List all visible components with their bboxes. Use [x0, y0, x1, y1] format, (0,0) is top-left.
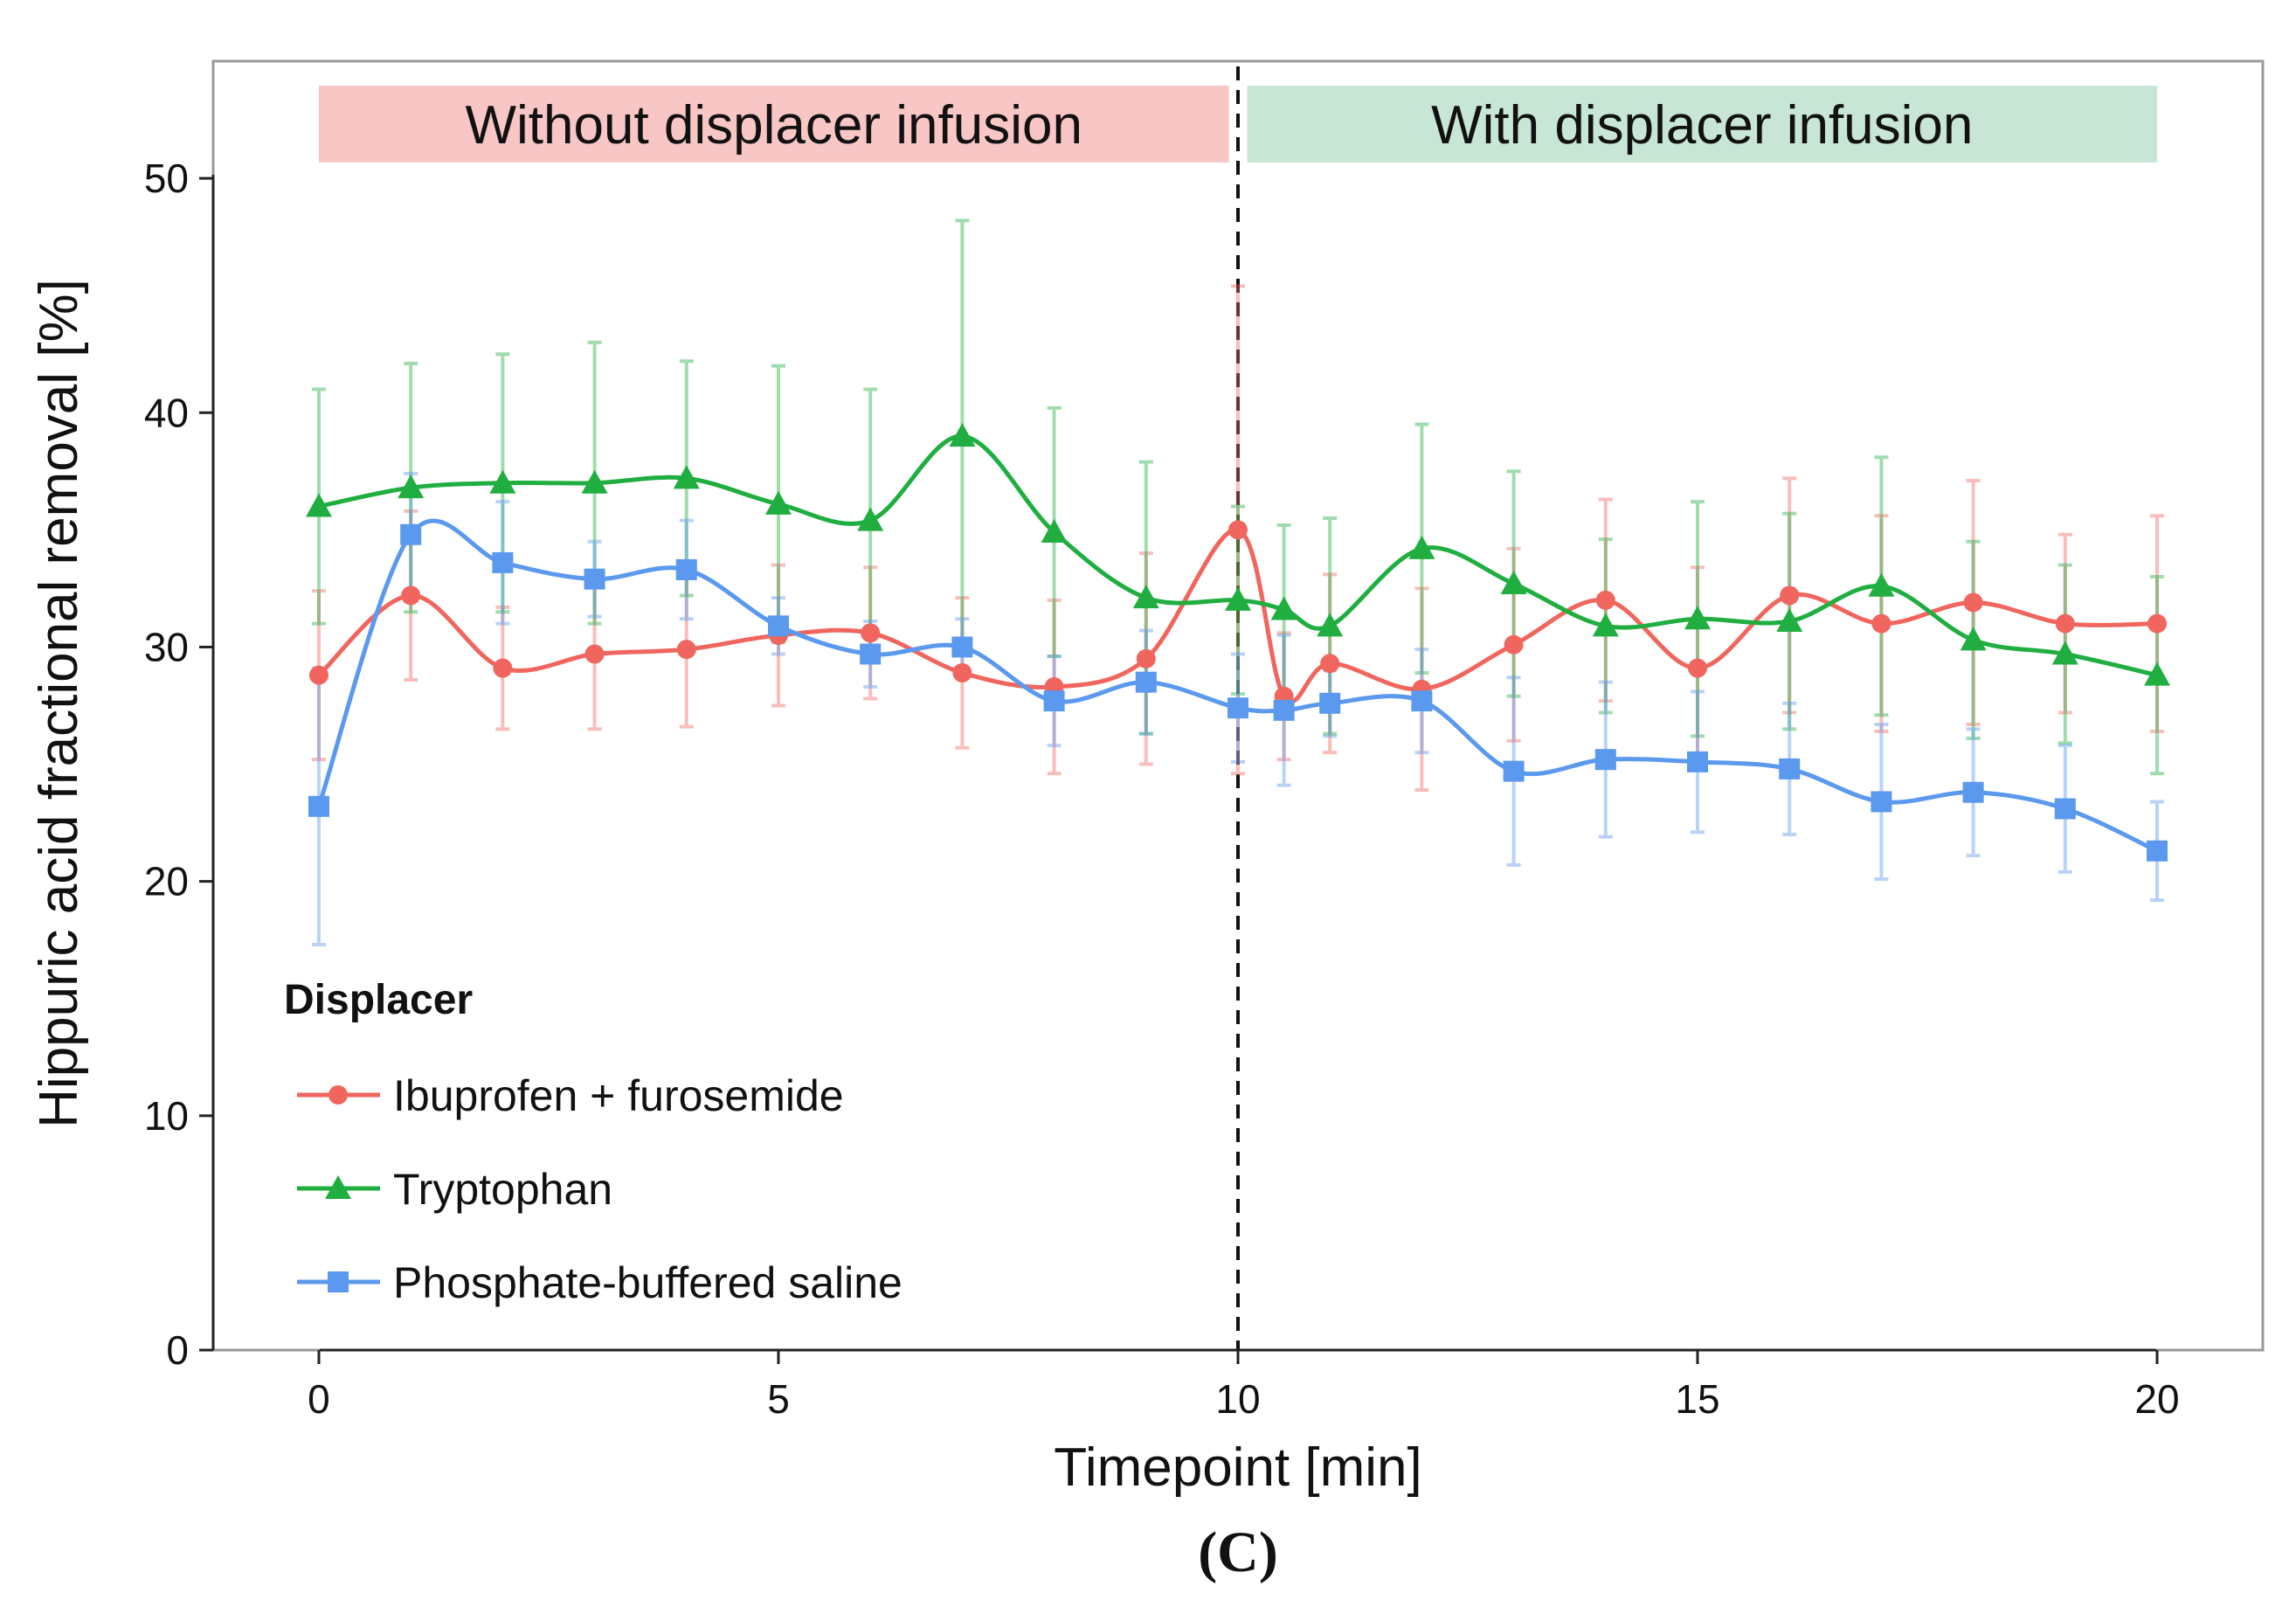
band-label-1: With displacer infusion — [1431, 95, 1973, 156]
x-tick-label: 20 — [2134, 1376, 2179, 1422]
data-point-phosphate-buffered-saline — [492, 551, 514, 573]
data-point-phosphate-buffered-saline — [400, 523, 422, 545]
y-tick-label: 30 — [144, 624, 189, 669]
data-point-tryptophan — [1868, 572, 1895, 597]
data-point-tryptophan — [949, 423, 976, 447]
data-point-phosphate-buffered-saline — [767, 615, 789, 637]
legend-marker-phosphate-buffered-saline — [328, 1271, 349, 1292]
series-line-tryptophan — [318, 433, 2158, 678]
legend-marker-ibuprofen-furosemide — [328, 1085, 348, 1105]
data-point-phosphate-buffered-saline — [1043, 690, 1065, 712]
data-point-ibuprofen-furosemide — [401, 585, 421, 606]
data-point-ibuprofen-furosemide — [1688, 658, 1708, 678]
y-tick-label: 10 — [144, 1093, 189, 1139]
data-point-tryptophan — [581, 469, 608, 494]
data-point-phosphate-buffered-saline — [1273, 699, 1295, 721]
legend: Displacer Ibuprofen + furosemide Tryptopha… — [284, 977, 902, 1307]
data-point-tryptophan — [398, 474, 425, 499]
data-point-tryptophan — [1270, 596, 1297, 620]
data-point-tryptophan — [489, 469, 516, 494]
data-point-ibuprofen-furosemide — [1320, 654, 1340, 674]
data-point-tryptophan — [764, 490, 792, 515]
data-point-phosphate-buffered-saline — [1779, 758, 1801, 779]
series-line-ibuprofen-furosemide — [317, 527, 2158, 704]
data-point-phosphate-buffered-saline — [308, 795, 329, 817]
data-point-phosphate-buffered-saline — [1962, 781, 1984, 803]
data-point-ibuprofen-furosemide — [1504, 634, 1524, 655]
legend-label-ibuprofen-furosemide: Ibuprofen + furosemide — [393, 1071, 844, 1120]
data-point-tryptophan — [1225, 586, 1251, 611]
y-axis-title: Hippuric acid fractional removal [%] — [29, 279, 89, 1128]
data-point-phosphate-buffered-saline — [1687, 751, 1709, 772]
data-point-ibuprofen-furosemide — [952, 662, 972, 682]
y-tick-label: 40 — [144, 390, 189, 435]
data-point-tryptophan — [1592, 613, 1619, 637]
data-point-tryptophan — [1500, 571, 1527, 595]
data-point-tryptophan — [1041, 519, 1068, 544]
x-tick-label: 15 — [1675, 1376, 1719, 1422]
data-point-phosphate-buffered-saline — [675, 558, 697, 580]
data-point-phosphate-buffered-saline — [1411, 690, 1433, 712]
data-point-phosphate-buffered-saline — [584, 568, 605, 590]
data-point-ibuprofen-furosemide — [1595, 590, 1615, 610]
data-point-phosphate-buffered-saline — [860, 643, 882, 665]
data-point-phosphate-buffered-saline — [2054, 798, 2076, 820]
data-point-tryptophan — [2051, 641, 2078, 665]
y-tick-label: 20 — [144, 859, 189, 904]
data-point-ibuprofen-furosemide — [1963, 592, 1983, 613]
data-point-tryptophan — [305, 493, 332, 517]
legend-label-tryptophan: Tryptophan — [393, 1165, 612, 1214]
data-point-phosphate-buffered-saline — [1228, 697, 1248, 719]
data-point-ibuprofen-furosemide — [308, 665, 328, 685]
data-point-ibuprofen-furosemide — [493, 658, 513, 678]
data-point-tryptophan — [1684, 606, 1712, 630]
legend-marker-tryptophan — [325, 1175, 351, 1199]
band-0 — [318, 86, 1229, 163]
data-point-tryptophan — [1317, 613, 1344, 637]
y-tick-label: 50 — [144, 156, 189, 201]
data-point-phosphate-buffered-saline — [2147, 840, 2168, 862]
data-point-tryptophan — [2144, 661, 2171, 686]
y-tick-label: 0 — [166, 1327, 189, 1373]
data-point-tryptophan — [1408, 535, 1435, 559]
panel-label: (C) — [1198, 1520, 1278, 1584]
x-axis-title: Timepoint [min] — [1054, 1437, 1422, 1498]
data-point-ibuprofen-furosemide — [1228, 520, 1248, 540]
data-point-phosphate-buffered-saline — [1594, 749, 1616, 771]
data-point-ibuprofen-furosemide — [2147, 613, 2168, 634]
data-point-ibuprofen-furosemide — [2055, 613, 2075, 634]
data-point-tryptophan — [673, 465, 700, 489]
data-point-tryptophan — [1776, 607, 1803, 632]
data-point-ibuprofen-furosemide — [1871, 613, 1891, 634]
x-tick-label: 10 — [1215, 1376, 1260, 1422]
data-point-phosphate-buffered-saline — [1319, 692, 1341, 714]
data-point-ibuprofen-furosemide — [1136, 648, 1156, 668]
data-point-ibuprofen-furosemide — [1780, 585, 1800, 606]
data-point-phosphate-buffered-saline — [1135, 671, 1157, 693]
data-point-tryptophan — [1960, 627, 1987, 651]
data-point-ibuprofen-furosemide — [676, 640, 696, 660]
data-point-phosphate-buffered-saline — [951, 636, 973, 658]
data-point-phosphate-buffered-saline — [1503, 760, 1525, 782]
band-1 — [1247, 86, 2158, 163]
data-point-tryptophan — [857, 507, 884, 531]
legend-label-phosphate-buffered-saline: Phosphate-buffered saline — [393, 1258, 902, 1307]
data-point-tryptophan — [1132, 585, 1159, 609]
x-tick-label: 0 — [308, 1376, 330, 1422]
data-point-phosphate-buffered-saline — [1871, 791, 1892, 813]
legend-title: Displacer — [284, 977, 473, 1023]
data-point-ibuprofen-furosemide — [584, 644, 605, 664]
x-tick-label: 5 — [767, 1376, 790, 1422]
band-label-0: Without displacer infusion — [465, 95, 1082, 156]
data-point-ibuprofen-furosemide — [861, 623, 881, 643]
